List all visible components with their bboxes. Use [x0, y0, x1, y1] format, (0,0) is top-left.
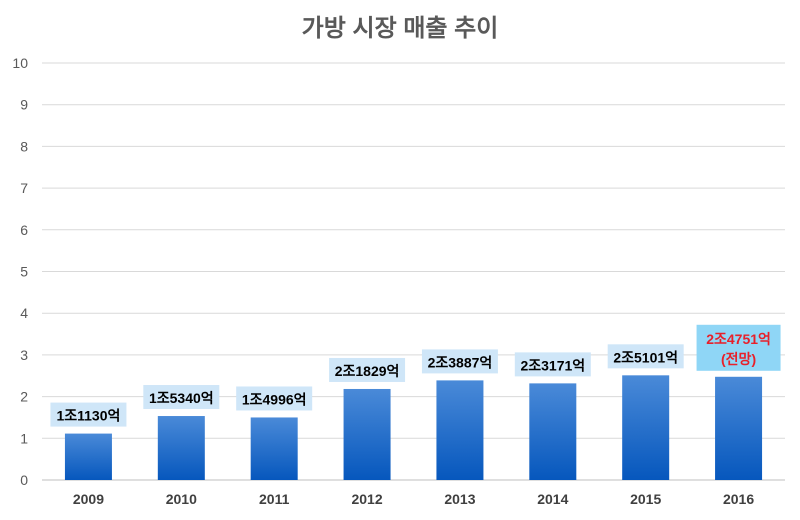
x-tick-label: 2016 — [723, 491, 754, 507]
bar-2010 — [157, 416, 205, 480]
bar-2012 — [343, 388, 391, 480]
bar-2011 — [250, 417, 298, 480]
x-tick-label: 2015 — [630, 491, 661, 507]
data-label: 2조3171억 — [520, 357, 585, 373]
data-label: 2조5101억 — [613, 349, 678, 365]
data-label-bg — [421, 349, 498, 374]
bar-2014 — [529, 383, 577, 480]
bar-2015 — [622, 375, 670, 480]
x-tick-label: 2013 — [444, 491, 475, 507]
x-tick-label: 2011 — [259, 491, 290, 507]
data-label: 1조1130억 — [56, 408, 120, 424]
y-tick-label: 8 — [20, 138, 28, 154]
x-tick-label: 2010 — [166, 491, 197, 507]
data-label: 1조5340억 — [149, 390, 214, 406]
x-tick-label: 2014 — [537, 491, 568, 507]
y-tick-label: 0 — [20, 472, 28, 488]
data-label-annotation: (전망) — [721, 351, 756, 367]
y-tick-label: 9 — [20, 97, 28, 113]
x-tick-label: 2012 — [351, 491, 382, 507]
y-tick-label: 6 — [20, 222, 28, 238]
data-label: 2조3887억 — [428, 354, 493, 370]
data-label-bg — [143, 385, 220, 410]
y-tick-label: 2 — [20, 389, 28, 405]
data-label-bg — [236, 386, 313, 411]
data-label: 2조1829억 — [335, 363, 400, 379]
bar-2009 — [64, 433, 112, 480]
chart-title: 가방 시장 매출 추이 — [302, 15, 499, 42]
data-label-bg — [514, 352, 591, 377]
data-label: 2조4751억 — [706, 331, 771, 347]
data-label-bg — [50, 402, 127, 427]
y-tick-label: 4 — [20, 305, 28, 321]
data-label-bg — [696, 324, 781, 371]
y-tick-label: 5 — [20, 264, 28, 280]
bar-2016 — [715, 376, 763, 480]
x-tick-label: 2009 — [73, 491, 104, 507]
y-tick-label: 3 — [20, 347, 28, 363]
bar-2013 — [436, 380, 484, 480]
y-tick-label: 7 — [20, 180, 28, 196]
y-tick-label: 10 — [12, 55, 28, 71]
y-tick-label: 1 — [20, 430, 28, 446]
data-label-bg — [329, 357, 406, 382]
data-label: 1조4996억 — [242, 391, 307, 407]
data-label-bg — [607, 344, 684, 369]
